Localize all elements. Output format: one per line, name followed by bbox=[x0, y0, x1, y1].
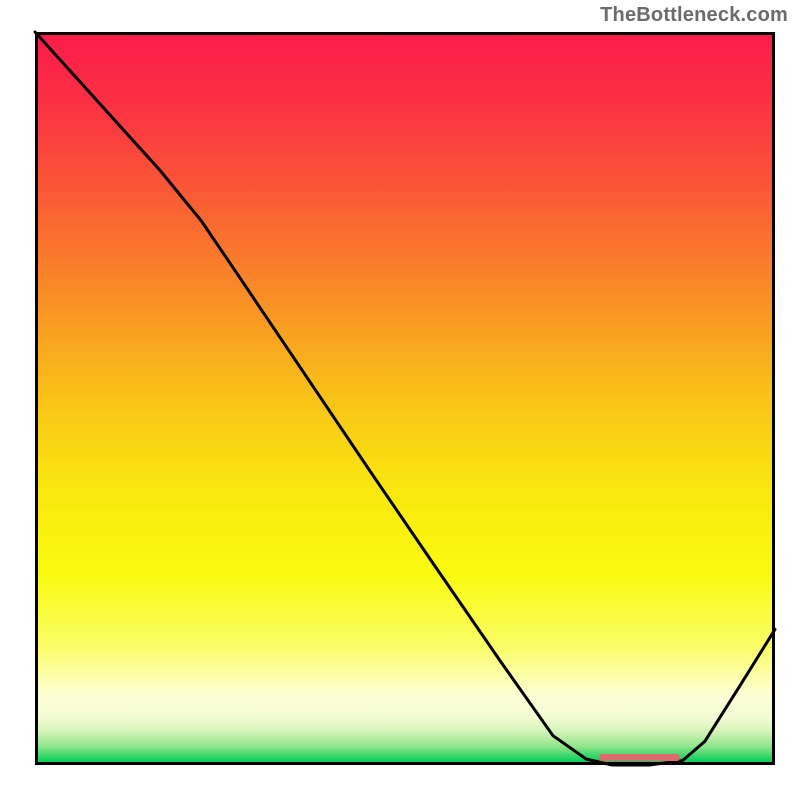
optimal-range-marker bbox=[599, 754, 680, 761]
chart-curve bbox=[35, 32, 775, 765]
chart-area bbox=[35, 32, 775, 765]
watermark-text: TheBottleneck.com bbox=[600, 4, 788, 27]
